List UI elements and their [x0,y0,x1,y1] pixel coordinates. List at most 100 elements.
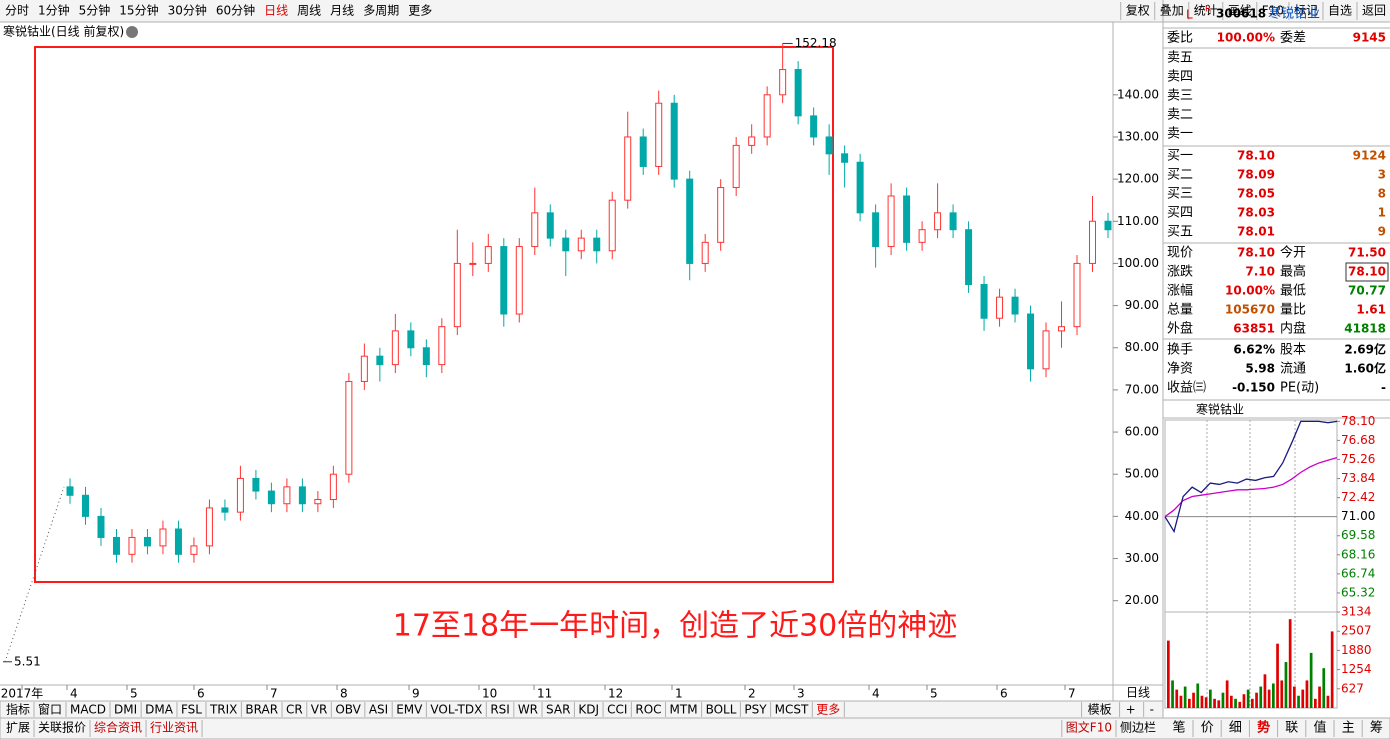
indicator-tab[interactable]: TRIX [209,703,237,717]
volume-bar [1280,680,1284,708]
flag: L [1186,8,1193,22]
panel-tab[interactable]: 价 [1201,721,1214,736]
vol-tick-label: 1254 [1341,662,1372,676]
bottom-tool[interactable]: 侧边栏 [1120,720,1156,735]
candle-body [577,237,585,252]
candle-body [887,195,895,248]
candle-body [732,144,740,189]
x-tick-label: 9 [412,687,420,701]
high-box [1345,262,1389,282]
y-tick-label: 90.00 [1125,298,1159,312]
indicator-tab[interactable]: SAR [546,703,570,717]
candle-body [174,528,182,555]
indicator-tab[interactable]: BRAR [245,703,278,717]
panel-tab[interactable]: 细 [1229,721,1242,736]
bottom-bar [0,717,1390,739]
indicator-tab[interactable]: DMA [145,703,174,717]
volume-bar [1322,668,1326,708]
title-dropdown[interactable] [126,26,138,38]
toolbar-tab[interactable]: 更多 [408,4,432,18]
bottom-tool[interactable]: 图文F10 [1066,720,1112,735]
fin-label: 流通 [1280,362,1306,377]
toolbar-tab[interactable]: 1分钟 [38,3,70,18]
indicator-tab[interactable]: 窗口 [38,703,62,717]
mini-tick-label: 68.16 [1341,547,1375,561]
x-tick-label: 7 [1068,687,1076,701]
panel-tab[interactable]: 筹 [1370,720,1383,736]
toolbar-tab[interactable]: 月线 [330,4,354,18]
panel-tab[interactable]: 势 [1257,720,1270,736]
toolbar-button[interactable]: 返回 [1362,4,1386,18]
toolbar-button[interactable]: 复权 [1126,4,1150,18]
x-tick-label: 2 [748,687,756,701]
indicator-tab[interactable]: 更多 [816,703,840,717]
stat-label: 最低 [1280,284,1306,299]
panel-tab[interactable]: 值 [1313,720,1326,736]
panel-tab[interactable]: 笔 [1172,720,1185,736]
bid-label: 买一 [1167,149,1193,164]
panel-tab[interactable]: 联 [1285,721,1298,736]
indicator-tab[interactable]: PSY [744,703,767,717]
indicator-tool[interactable]: 模板 [1088,703,1112,717]
candle-body [376,355,384,366]
indicator-tab[interactable]: FSL [181,703,202,717]
indicator-tab[interactable]: RSI [490,703,510,717]
toolbar-tab[interactable]: 日线 [264,4,288,18]
indicator-tab[interactable]: MTM [670,703,698,717]
volume-bar [1326,695,1330,708]
bottom-tab[interactable]: 综合资讯 [94,720,142,735]
candle-body [453,262,461,328]
indicator-tab[interactable]: BOLL [706,703,737,717]
indicator-tab[interactable]: MCST [775,703,809,717]
mini-price [1164,420,1338,534]
volume-bar [1305,680,1309,708]
volume-bar [1255,692,1258,708]
indicator-tab[interactable]: VOL-TDX [430,703,482,717]
stat-label: 量比 [1280,303,1306,318]
stat-label: 内盘 [1280,321,1306,337]
toolbar-tab[interactable]: 30分钟 [168,3,207,18]
indicator-tab[interactable]: CCI [607,703,627,717]
indicator-tab[interactable]: EMV [396,703,423,717]
indicator-tab[interactable]: KDJ [578,703,599,717]
toolbar-tab[interactable]: 5分钟 [79,3,111,18]
volume-bar [1288,619,1292,708]
toolbar-button[interactable]: F10 [1262,4,1284,18]
flag: R [1205,5,1211,15]
toolbar-button[interactable]: 画线 [1228,4,1252,18]
toolbar-tab[interactable]: 分时 [5,4,29,18]
indicator-tab[interactable]: OBV [335,703,361,717]
panel-tab[interactable]: 主 [1342,721,1355,736]
indicator-tab[interactable]: CR [286,703,303,717]
period-label: 日线 [1126,686,1150,700]
toolbar-tab[interactable]: 多周期 [363,4,399,18]
indicator-tab[interactable]: WR [518,703,538,717]
toolbar-button[interactable]: 统计 [1194,4,1218,18]
x-tick-label: 6 [1000,687,1008,701]
volume-bar [1225,680,1229,708]
volume-bar [1171,680,1174,708]
toolbar-tab[interactable]: 15分钟 [119,3,158,18]
candle-body [701,241,709,264]
toolbar-button[interactable]: 叠加 [1160,4,1184,18]
bottom-tab[interactable]: 行业资讯 [150,721,198,735]
stock-code: 300618 [1216,7,1266,21]
candle-body [97,515,105,538]
bottom-tab[interactable]: 关联报价 [38,720,86,735]
vol-tick-label: 2507 [1341,624,1372,638]
toolbar-tab[interactable]: 周线 [297,4,321,18]
indicator-tab[interactable]: ASI [369,703,388,717]
indicator-tab[interactable]: MACD [70,703,106,717]
indicator-tool[interactable]: + [1126,703,1136,717]
toolbar-tab[interactable]: 60分钟 [216,3,255,18]
indicator-tab[interactable]: 指标 [6,702,30,717]
candle-body [236,477,244,513]
bottom-tab[interactable]: 扩展 [6,721,30,735]
indicator-tool[interactable]: - [1150,703,1154,717]
bid-label: 买四 [1167,206,1193,221]
toolbar-button[interactable]: 自选 [1328,4,1352,18]
indicator-tab[interactable]: VR [311,703,328,717]
toolbar-button[interactable]: 标记 [1294,4,1318,18]
indicator-tab[interactable]: DMI [114,703,137,717]
indicator-tab[interactable]: ROC [635,703,661,717]
